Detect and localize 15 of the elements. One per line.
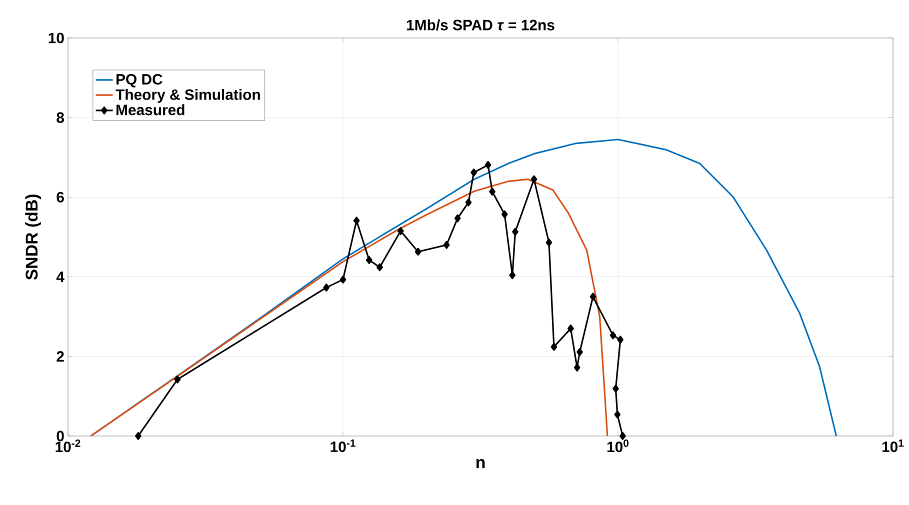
x-tick-label: 10$^{0}$	[607, 440, 629, 452]
legend-label: PQ DC	[116, 74, 162, 88]
x-axis-title: n	[476, 459, 485, 468]
y-tick-label: 6	[56, 192, 64, 202]
y-tick-label: 8	[56, 112, 64, 123]
chart-title: 1Mb/s SPAD τ = 12ns	[406, 19, 554, 30]
y-tick-label: 10	[48, 32, 64, 44]
y-tick-label: 0	[56, 430, 64, 442]
y-tick-label: 4	[56, 272, 64, 282]
y-axis-title: SNDR (dB)	[25, 194, 42, 280]
x-tick-label: 10$^{1}$	[882, 440, 904, 452]
y-tick-label: 2	[56, 351, 64, 362]
legend-label: Measured	[116, 104, 184, 116]
x-tick-label: 10$^{-1}$	[330, 440, 356, 452]
legend-label: Theory & Simulation	[116, 88, 260, 103]
